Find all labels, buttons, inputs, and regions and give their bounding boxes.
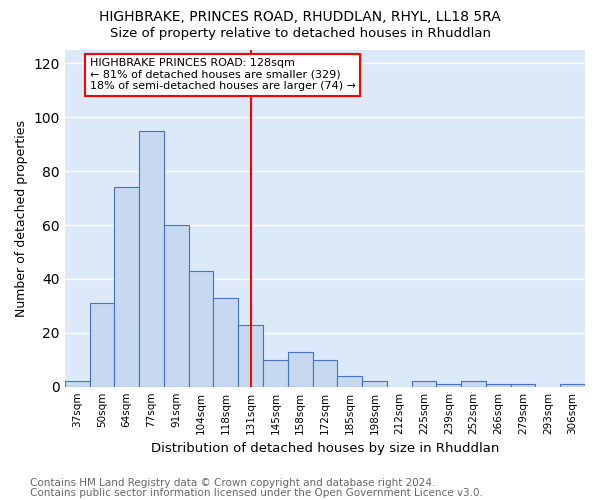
Bar: [238, 324, 263, 386]
Bar: [436, 384, 461, 386]
Bar: [288, 352, 313, 386]
Bar: [115, 188, 139, 386]
Bar: [263, 360, 288, 386]
Bar: [560, 384, 585, 386]
Bar: [461, 382, 486, 386]
Bar: [337, 376, 362, 386]
Bar: [511, 384, 535, 386]
Y-axis label: Number of detached properties: Number of detached properties: [15, 120, 28, 317]
Bar: [188, 271, 214, 386]
X-axis label: Distribution of detached houses by size in Rhuddlan: Distribution of detached houses by size …: [151, 442, 499, 455]
Bar: [412, 382, 436, 386]
Text: HIGHBRAKE, PRINCES ROAD, RHUDDLAN, RHYL, LL18 5RA: HIGHBRAKE, PRINCES ROAD, RHUDDLAN, RHYL,…: [99, 10, 501, 24]
Bar: [486, 384, 511, 386]
Bar: [139, 131, 164, 386]
Bar: [65, 382, 89, 386]
Bar: [362, 382, 387, 386]
Bar: [214, 298, 238, 386]
Text: Contains public sector information licensed under the Open Government Licence v3: Contains public sector information licen…: [30, 488, 483, 498]
Text: HIGHBRAKE PRINCES ROAD: 128sqm
← 81% of detached houses are smaller (329)
18% of: HIGHBRAKE PRINCES ROAD: 128sqm ← 81% of …: [89, 58, 356, 92]
Text: Size of property relative to detached houses in Rhuddlan: Size of property relative to detached ho…: [110, 28, 491, 40]
Bar: [89, 303, 115, 386]
Text: Contains HM Land Registry data © Crown copyright and database right 2024.: Contains HM Land Registry data © Crown c…: [30, 478, 436, 488]
Bar: [164, 225, 188, 386]
Bar: [313, 360, 337, 386]
